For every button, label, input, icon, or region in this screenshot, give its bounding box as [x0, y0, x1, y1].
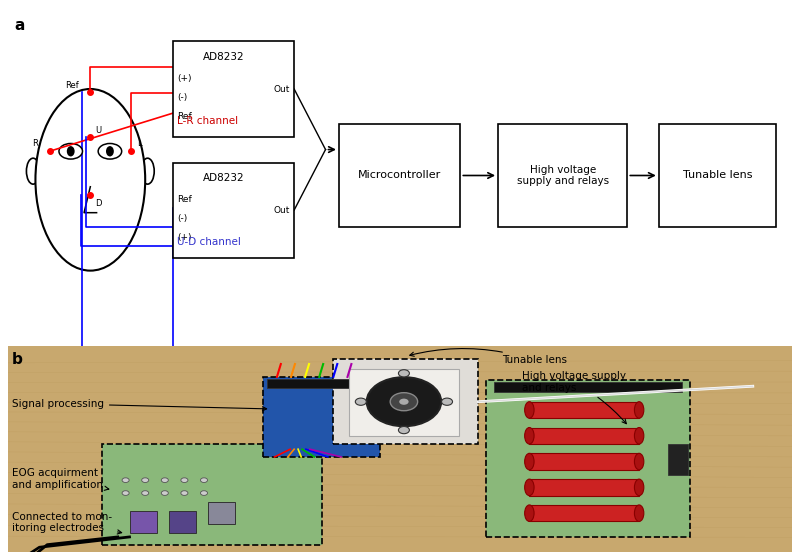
Bar: [208, 502, 235, 524]
Ellipse shape: [106, 146, 114, 156]
Ellipse shape: [98, 143, 122, 159]
Bar: [173, 41, 294, 137]
Ellipse shape: [355, 398, 366, 405]
Text: Microcontroller: Microcontroller: [358, 171, 442, 180]
Bar: [169, 511, 196, 533]
Bar: [266, 379, 377, 388]
Ellipse shape: [59, 143, 82, 159]
Text: (-): (-): [178, 214, 187, 223]
Bar: [486, 379, 690, 537]
Ellipse shape: [634, 402, 644, 418]
Ellipse shape: [162, 490, 168, 496]
Text: Ref: Ref: [178, 112, 192, 121]
Ellipse shape: [634, 505, 644, 521]
Ellipse shape: [122, 478, 129, 483]
Ellipse shape: [67, 146, 74, 156]
Text: High voltage
supply and relays: High voltage supply and relays: [517, 165, 609, 186]
Bar: [262, 377, 381, 457]
Ellipse shape: [634, 479, 644, 496]
Text: Tunable lens: Tunable lens: [410, 349, 567, 365]
Bar: [530, 453, 639, 470]
Ellipse shape: [141, 158, 154, 184]
Text: AD8232: AD8232: [202, 52, 244, 62]
Bar: [494, 382, 682, 392]
Text: b: b: [12, 352, 22, 367]
Ellipse shape: [398, 370, 410, 377]
Bar: [339, 123, 460, 228]
Bar: [658, 123, 776, 228]
Text: L: L: [138, 139, 142, 148]
Ellipse shape: [525, 479, 534, 496]
Text: Tunable lens: Tunable lens: [682, 171, 752, 180]
Ellipse shape: [181, 490, 188, 496]
Ellipse shape: [201, 490, 207, 496]
Ellipse shape: [142, 490, 149, 496]
Text: (+): (+): [178, 233, 192, 242]
Text: High voltage supply
and relays: High voltage supply and relays: [522, 371, 626, 424]
Bar: [334, 359, 478, 444]
Text: R: R: [32, 139, 38, 148]
Ellipse shape: [399, 398, 409, 405]
Ellipse shape: [26, 158, 40, 184]
Ellipse shape: [35, 89, 146, 271]
Ellipse shape: [181, 478, 188, 483]
Text: Connected to mon-
itoring electrodes: Connected to mon- itoring electrodes: [12, 512, 122, 534]
Text: D: D: [95, 199, 102, 208]
Bar: [102, 444, 322, 545]
Bar: [349, 369, 459, 436]
Text: L-R channel: L-R channel: [178, 116, 238, 126]
Bar: [530, 505, 639, 521]
Ellipse shape: [390, 393, 418, 411]
Text: (-): (-): [178, 93, 187, 102]
Text: Ref: Ref: [178, 195, 192, 204]
Bar: [173, 162, 294, 258]
Text: a: a: [14, 18, 25, 33]
Bar: [668, 444, 688, 475]
Bar: [530, 402, 639, 418]
Ellipse shape: [366, 377, 441, 426]
Text: EOG acquirment
and amplification: EOG acquirment and amplification: [12, 468, 109, 490]
Text: Out: Out: [273, 206, 290, 215]
Ellipse shape: [162, 478, 168, 483]
Ellipse shape: [525, 453, 534, 470]
Ellipse shape: [525, 402, 534, 418]
Text: Out: Out: [273, 85, 290, 94]
Ellipse shape: [142, 478, 149, 483]
Ellipse shape: [634, 453, 644, 470]
Bar: [130, 511, 157, 533]
Ellipse shape: [201, 478, 207, 483]
Text: Ref: Ref: [66, 81, 79, 90]
Ellipse shape: [398, 426, 410, 434]
Text: Signal processing: Signal processing: [12, 399, 266, 411]
Ellipse shape: [525, 427, 534, 444]
Ellipse shape: [525, 505, 534, 521]
Text: AD8232: AD8232: [202, 173, 244, 183]
Ellipse shape: [634, 427, 644, 444]
Bar: [530, 427, 639, 444]
Bar: [498, 123, 627, 228]
Text: (+): (+): [178, 74, 192, 83]
Ellipse shape: [122, 490, 129, 496]
Ellipse shape: [442, 398, 453, 405]
Bar: [530, 479, 639, 496]
Text: U: U: [95, 126, 101, 135]
Text: U-D channel: U-D channel: [178, 237, 242, 247]
